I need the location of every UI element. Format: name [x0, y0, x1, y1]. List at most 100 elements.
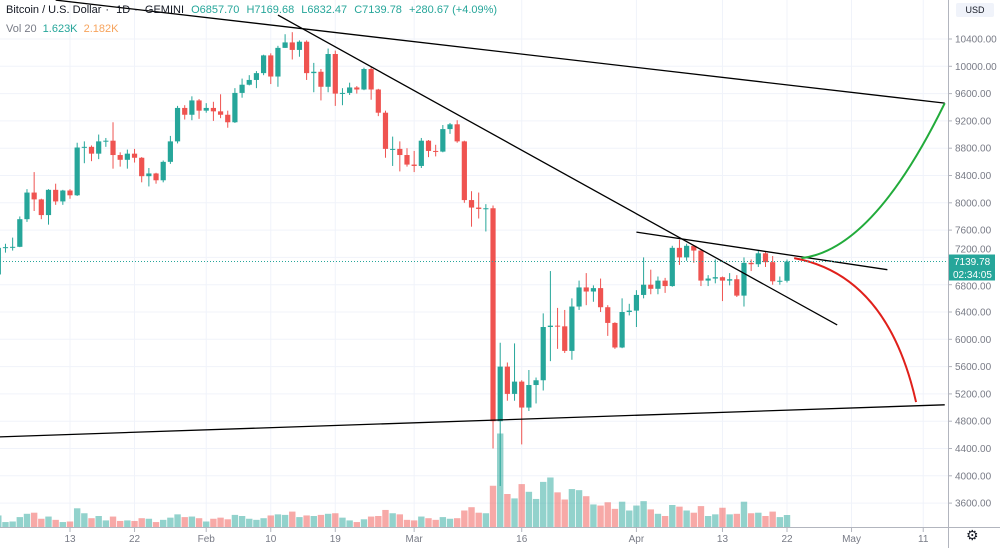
- volume-bar: [611, 508, 619, 527]
- gear-icon[interactable]: ⚙: [966, 527, 979, 543]
- price-tick-label: 4000.00: [955, 471, 992, 482]
- candle: [182, 105, 188, 120]
- volume-bar: [475, 512, 482, 527]
- bearish-projection-curve: [793, 257, 918, 403]
- candle: [239, 78, 245, 98]
- candle: [669, 245, 675, 287]
- candle: [332, 50, 338, 106]
- volume-bar: [332, 513, 339, 527]
- candle-body: [239, 84, 245, 93]
- candle: [662, 277, 668, 293]
- candle-body: [676, 247, 683, 258]
- candle: [705, 275, 711, 287]
- volume-bar: [647, 509, 654, 527]
- grid: [0, 0, 948, 527]
- volume-bar: [719, 507, 726, 527]
- candle: [217, 94, 224, 119]
- time-tick-label: 10: [265, 534, 277, 545]
- currency-button[interactable]: USD: [956, 3, 994, 17]
- volume-bar: [446, 518, 454, 527]
- price-tick-label: 6800.00: [955, 282, 992, 293]
- candle-body: [590, 288, 597, 292]
- price-tick-label: 8800.00: [955, 144, 992, 155]
- candle-body: [770, 262, 776, 282]
- trendline: [55, 0, 945, 104]
- candle-body: [734, 279, 740, 296]
- volume-bar: [547, 477, 554, 527]
- candle: [648, 269, 654, 295]
- symbol-legend[interactable]: Bitcoin / U.S. Dollar · 1D · GEMINI O6857.…: [6, 4, 501, 16]
- candle: [45, 189, 52, 225]
- candle: [476, 192, 482, 219]
- volume-bar: [138, 518, 145, 527]
- candle-body: [397, 148, 403, 156]
- price-tick-label: 9600.00: [955, 89, 992, 100]
- candle: [390, 136, 396, 166]
- candle: [81, 141, 87, 164]
- ohlc-open: O6857.70: [191, 4, 240, 16]
- candle-body: [626, 310, 632, 312]
- candle: [318, 69, 324, 101]
- volume-value: 2.182K: [83, 23, 119, 35]
- candle: [641, 257, 647, 299]
- volume-bar: [238, 516, 246, 527]
- candle-body: [88, 146, 95, 154]
- candle-body: [641, 284, 647, 295]
- volume-bar: [289, 511, 296, 527]
- candle: [382, 110, 389, 158]
- volume-bar: [152, 522, 160, 527]
- candle-body: [31, 192, 37, 200]
- candle-body: [762, 253, 769, 263]
- candle-body: [354, 87, 360, 90]
- volume-bar: [403, 519, 411, 527]
- volume-bar: [726, 514, 733, 527]
- volume-bar: [231, 514, 239, 527]
- volume-bar: [511, 498, 518, 527]
- candle-body: [669, 247, 675, 287]
- candle: [411, 150, 417, 173]
- price-axis[interactable]: 3600.00 4000.00 4400.00 4800.00 5200.00 5600.…: [948, 35, 997, 510]
- volume-bar: [755, 512, 762, 527]
- volume-bar: [16, 517, 24, 527]
- candle: [361, 67, 367, 91]
- candle: [719, 276, 726, 302]
- volume-bar: [482, 513, 490, 527]
- volume-bar: [281, 514, 289, 527]
- candle-body: [110, 140, 116, 156]
- volume-indicator-label[interactable]: Vol 20: [6, 23, 37, 35]
- drawings[interactable]: [0, 0, 946, 438]
- ohlc-close: C7139.78: [354, 4, 402, 16]
- interval[interactable]: 1D: [116, 4, 131, 16]
- volume-bar: [654, 513, 662, 527]
- candle-body: [232, 92, 238, 123]
- candle-body: [153, 173, 159, 181]
- candle: [741, 257, 747, 307]
- volume-bar: [224, 519, 231, 527]
- volume-legend[interactable]: Vol 20 1.623K 2.182K: [6, 23, 118, 35]
- candle: [698, 249, 704, 287]
- candle-body: [476, 207, 482, 209]
- volume-ma-value: 1.623K: [42, 23, 78, 35]
- price-tick-label: 4800.00: [955, 417, 992, 428]
- bar-countdown: 02:34:05: [953, 270, 992, 281]
- price-tick-label: 5600.00: [955, 362, 992, 373]
- candle-body: [339, 92, 346, 94]
- candle-body: [160, 161, 166, 181]
- candle-body: [425, 140, 432, 151]
- time-axis[interactable]: 13 22 Feb 10 19 Mar 16 Apr 13 22 May 11: [64, 528, 929, 545]
- volume-bar: [160, 519, 167, 527]
- candle-body: [174, 107, 181, 142]
- volume-bar: [210, 518, 217, 527]
- countdown-box: [949, 267, 995, 281]
- candle: [770, 256, 776, 285]
- candle: [526, 370, 532, 411]
- symbol-name[interactable]: Bitcoin / U.S. Dollar: [6, 4, 102, 16]
- ohlc-change: +280.67 (+4.09%): [409, 4, 498, 16]
- volume-bar: [253, 519, 260, 527]
- volume-bar: [389, 513, 396, 527]
- volume-bar: [468, 507, 475, 527]
- volume-bar: [590, 504, 597, 527]
- candle: [676, 239, 683, 265]
- candle: [167, 135, 173, 164]
